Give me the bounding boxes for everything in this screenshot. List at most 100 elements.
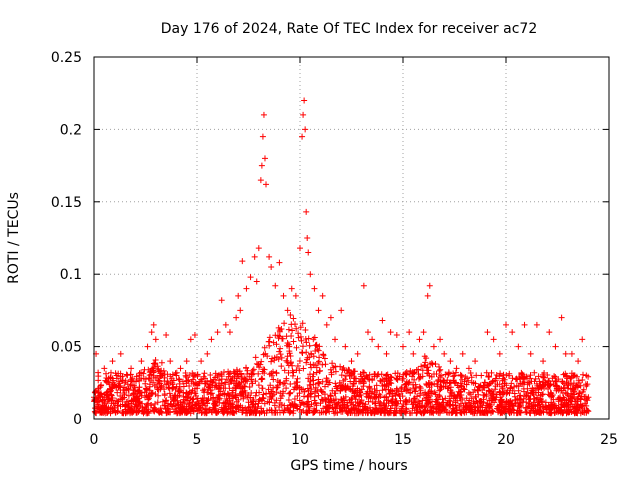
data-point (148, 329, 155, 336)
plot-frame (93, 56, 610, 420)
data-point (255, 245, 262, 252)
data-point (237, 307, 244, 314)
data-point (426, 282, 433, 289)
data-point (527, 350, 534, 357)
data-point (259, 133, 266, 140)
data-point (95, 369, 102, 376)
data-point (138, 358, 145, 365)
data-point (546, 329, 553, 336)
data-point (375, 343, 382, 350)
data-point (319, 292, 326, 299)
data-point (416, 336, 423, 343)
data-point (420, 329, 427, 336)
data-point (214, 329, 221, 336)
data-point (503, 321, 509, 328)
data-point (387, 329, 394, 336)
y-tick-label: 0.05 (51, 340, 82, 356)
data-point (575, 358, 582, 365)
data-point (383, 350, 390, 357)
data-point (585, 394, 592, 401)
data-point (323, 321, 330, 328)
data-point (441, 350, 448, 357)
data-point (472, 358, 479, 365)
data-point (552, 343, 559, 350)
data-point (101, 365, 108, 372)
data-point (307, 271, 314, 278)
data-point (173, 372, 180, 379)
data-point (400, 343, 406, 350)
data-point (332, 336, 339, 343)
data-point (251, 253, 258, 260)
axis-ticks (93, 56, 610, 420)
data-point (338, 307, 345, 314)
x-tick-labels: 0 5 10 15 20 25 (90, 432, 618, 448)
data-point (266, 253, 273, 260)
data-point (128, 365, 135, 372)
data-point (233, 314, 240, 321)
data-point (430, 343, 437, 350)
data-point (113, 372, 120, 379)
y-tick-label: 0.2 (60, 122, 82, 138)
data-point (222, 321, 229, 328)
data-point (540, 358, 547, 365)
data-point (364, 329, 371, 336)
data-point (97, 384, 104, 391)
y-axis-label: ROTI / TECUs (6, 192, 22, 284)
data-point (297, 245, 303, 252)
y-tick-label: 0.1 (60, 267, 82, 283)
data-point (167, 358, 174, 365)
data-point (235, 292, 242, 299)
data-point (360, 282, 367, 289)
data-point (280, 292, 287, 299)
data-point (156, 372, 163, 379)
data-point (132, 387, 139, 394)
data-point (243, 285, 250, 292)
data-point (163, 332, 170, 339)
data-point (301, 97, 308, 104)
data-point (369, 336, 376, 343)
data-point (348, 358, 355, 365)
data-point (258, 162, 265, 169)
data-point (260, 111, 267, 118)
data-point (105, 375, 112, 382)
data-point (144, 343, 151, 350)
data-point (406, 329, 413, 336)
y-tick-label: 0 (73, 412, 82, 428)
data-point (302, 126, 309, 133)
data-point (327, 314, 334, 321)
x-tick-label: 10 (291, 432, 309, 448)
x-tick-label: 15 (394, 432, 412, 448)
data-point (263, 181, 270, 188)
data-point (342, 343, 349, 350)
y-tick-label: 0.15 (51, 195, 82, 211)
dense-markers (91, 312, 592, 417)
data-point (257, 177, 264, 184)
data-point (253, 278, 260, 285)
y-tick-label: 0.25 (51, 50, 82, 66)
data-point (218, 297, 225, 304)
data-point (579, 336, 586, 343)
x-tick-label: 5 (193, 432, 202, 448)
x-tick-label: 0 (90, 432, 99, 448)
data-points (91, 97, 592, 401)
data-point (276, 259, 283, 266)
data-point (459, 350, 466, 357)
data-point (191, 332, 198, 339)
data-point (311, 285, 318, 292)
data-point (521, 321, 528, 328)
data-point (239, 258, 246, 265)
data-point (447, 358, 454, 365)
data-point (292, 292, 299, 299)
data-point (583, 372, 590, 379)
data-point (261, 155, 268, 162)
data-point (247, 274, 254, 281)
data-point (315, 307, 322, 314)
data-point (558, 314, 565, 321)
data-point (496, 350, 503, 357)
data-point (562, 350, 569, 357)
x-tick-label: 20 (497, 432, 515, 448)
data-point (198, 358, 205, 365)
data-point (288, 285, 295, 292)
data-point (490, 336, 497, 343)
data-point (268, 263, 275, 270)
